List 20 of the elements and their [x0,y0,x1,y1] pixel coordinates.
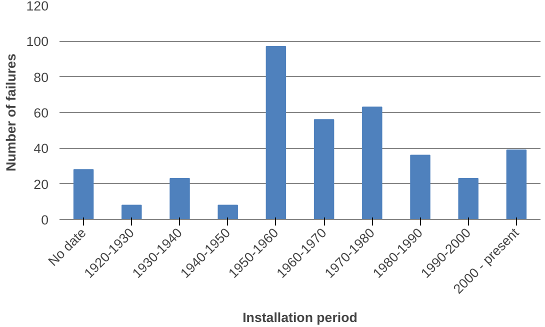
bar [458,178,478,220]
y-axis-title: Number of failures [3,54,18,172]
y-tick-label: 80 [34,70,49,85]
x-tick-label: No date [45,225,89,269]
y-tick-label: 60 [34,106,49,120]
bar [73,169,94,220]
bar [218,204,238,220]
bar [170,178,190,220]
x-axis-title: Installation period [242,310,358,325]
y-tick-label: 0 [41,212,49,228]
bar [314,119,334,220]
bar [410,154,430,220]
y-tick-label: 120 [26,0,49,14]
bar [122,204,142,220]
bar [362,106,382,220]
y-tick-label: 40 [34,141,49,156]
bar [266,46,286,220]
y-tick-label: 20 [34,176,49,192]
y-tick-label: 100 [26,34,49,50]
bar [506,149,527,220]
